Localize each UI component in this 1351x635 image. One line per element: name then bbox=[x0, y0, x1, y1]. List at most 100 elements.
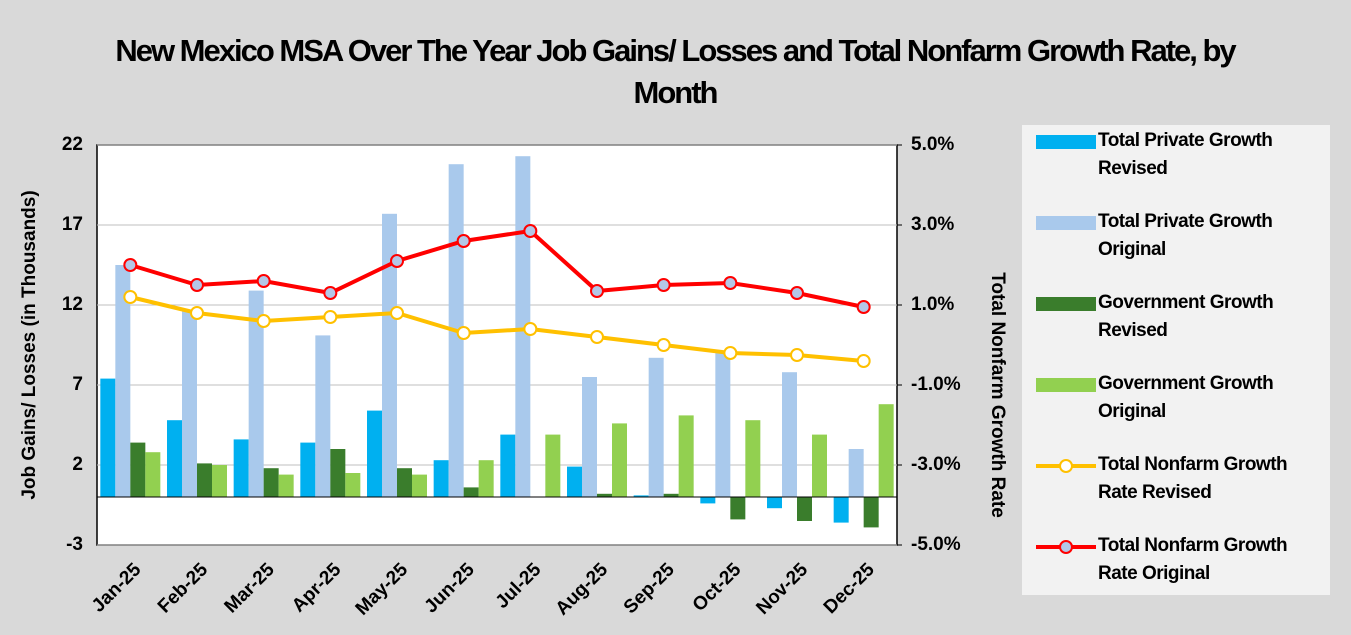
y2-tick-label: -5.0% bbox=[911, 534, 961, 555]
bar bbox=[700, 497, 716, 504]
bar bbox=[648, 357, 664, 497]
legend-swatch bbox=[1036, 216, 1096, 230]
legend-label: Total Private Growth Original bbox=[1098, 211, 1273, 260]
y2-axis-title: Total Nonfarm Growth Rate bbox=[987, 272, 1008, 518]
x-tick-label: Dec-25 bbox=[820, 559, 879, 618]
legend-label: Government Growth Revised bbox=[1098, 292, 1274, 341]
marker bbox=[656, 338, 671, 352]
marker bbox=[656, 278, 671, 292]
y-tick-label: 12 bbox=[62, 294, 83, 315]
marker bbox=[190, 278, 204, 292]
legend-icon bbox=[1036, 378, 1096, 392]
legend-item: Total Private Growth Original bbox=[1022, 208, 1330, 288]
bar bbox=[678, 415, 694, 497]
x-tick-label: Nov-25 bbox=[752, 559, 812, 619]
legend-item: Government Growth Revised bbox=[1022, 289, 1330, 369]
y-axis-title: Job Gains/ Losses (in Thousands) bbox=[19, 190, 40, 499]
bar bbox=[367, 410, 382, 497]
legend: Total Private Growth Revised Total Privat… bbox=[1022, 125, 1330, 595]
marker bbox=[390, 254, 404, 268]
bar bbox=[730, 497, 746, 520]
y-tick-label: 17 bbox=[62, 214, 83, 235]
marker bbox=[256, 314, 271, 328]
marker bbox=[390, 306, 404, 320]
legend-marker bbox=[1059, 540, 1073, 554]
legend-swatch bbox=[1036, 297, 1096, 311]
legend-label: Total Nonfarm Growth Rate Original bbox=[1098, 535, 1288, 584]
bar bbox=[315, 335, 331, 497]
bar bbox=[833, 497, 849, 523]
chart-title: New Mexico MSA Over The Year Job Gains/ … bbox=[115, 33, 1236, 110]
x-tick-label: Oct-25 bbox=[689, 559, 746, 616]
bar bbox=[878, 404, 894, 497]
line bbox=[129, 295, 864, 363]
marker bbox=[790, 286, 804, 300]
bar bbox=[412, 474, 427, 497]
y-tick-label: 22 bbox=[62, 134, 83, 155]
bar bbox=[145, 452, 161, 497]
bar bbox=[582, 377, 597, 497]
bar bbox=[263, 468, 279, 497]
bar bbox=[167, 420, 182, 497]
y-tick-label: -3 bbox=[66, 534, 83, 555]
bar bbox=[233, 439, 249, 497]
legend-item: Total Nonfarm Growth Rate Revised bbox=[1022, 451, 1330, 531]
bar bbox=[597, 493, 612, 497]
marker bbox=[523, 322, 538, 336]
marker bbox=[856, 354, 871, 368]
marker bbox=[123, 258, 138, 272]
y2-tick-label: -1.0% bbox=[911, 374, 961, 395]
bar bbox=[767, 497, 782, 509]
marker bbox=[523, 224, 538, 238]
bar bbox=[182, 311, 197, 497]
bar bbox=[515, 156, 531, 497]
line bbox=[129, 228, 865, 309]
legend-swatch bbox=[1036, 135, 1096, 149]
bar bbox=[212, 465, 227, 497]
legend-icon bbox=[1036, 216, 1096, 230]
bar bbox=[612, 423, 627, 497]
y-tick-label: 7 bbox=[72, 374, 83, 395]
legend-item: Total Nonfarm Growth Rate Original bbox=[1022, 532, 1330, 612]
marker bbox=[856, 300, 871, 314]
marker bbox=[456, 326, 471, 340]
x-tick-label: Apr-25 bbox=[288, 559, 346, 617]
bar bbox=[567, 466, 582, 497]
x-tick-label: Aug-25 bbox=[552, 559, 613, 620]
bar bbox=[715, 351, 731, 497]
marker bbox=[790, 348, 804, 362]
bar bbox=[100, 378, 116, 497]
bar bbox=[500, 434, 516, 497]
bar bbox=[130, 442, 146, 497]
x-tick-label: Sep-25 bbox=[620, 559, 679, 618]
x-tick-label: Jan-25 bbox=[88, 559, 146, 617]
bar bbox=[478, 460, 494, 497]
bar bbox=[382, 213, 397, 498]
marker bbox=[723, 276, 738, 290]
legend-icon bbox=[1036, 297, 1096, 311]
bar bbox=[812, 434, 827, 497]
marker bbox=[590, 330, 604, 344]
bar bbox=[197, 463, 212, 497]
bar bbox=[278, 474, 294, 497]
x-tick-label: Mar-25 bbox=[221, 559, 279, 617]
bar bbox=[300, 442, 316, 497]
bar bbox=[345, 473, 361, 497]
legend-marker bbox=[1059, 459, 1073, 473]
legend-label: Total Private Growth Revised bbox=[1098, 130, 1273, 179]
x-tick-label: May-25 bbox=[352, 559, 413, 620]
bar bbox=[248, 290, 264, 497]
marker bbox=[456, 234, 471, 248]
legend-label: Total Nonfarm Growth Rate Revised bbox=[1098, 454, 1288, 503]
bar bbox=[745, 420, 761, 497]
y-tick-label: 2 bbox=[72, 454, 83, 475]
marker bbox=[123, 290, 138, 304]
x-tick-label: Jun-25 bbox=[421, 559, 479, 617]
plot-area bbox=[96, 144, 898, 546]
legend-label: Government Growth Original bbox=[1098, 373, 1274, 422]
x-tick-label: Feb-25 bbox=[154, 559, 212, 617]
bar bbox=[115, 265, 131, 497]
marker bbox=[190, 306, 204, 320]
